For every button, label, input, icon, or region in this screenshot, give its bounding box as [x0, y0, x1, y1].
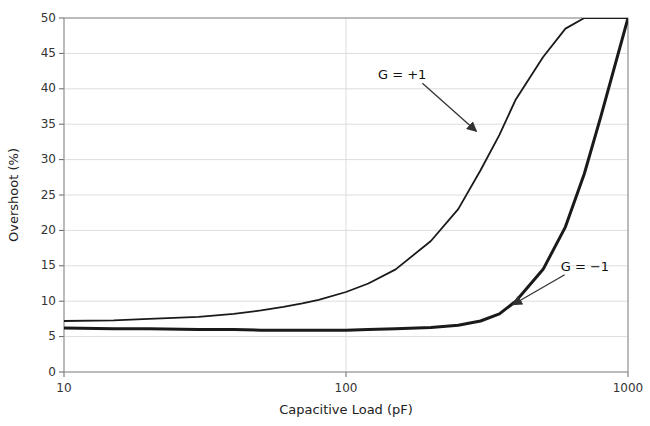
tick — [59, 336, 64, 337]
tick-label: 25 — [41, 188, 56, 202]
tick-label: 45 — [41, 46, 56, 60]
tick-label: 5 — [48, 329, 56, 343]
tick-label: 20 — [41, 223, 56, 237]
tick-label: 35 — [41, 117, 56, 131]
tick — [59, 195, 64, 196]
tick-label: 30 — [41, 152, 56, 166]
axes: 0 5 10 15 20 25 30 35 40 45 50 10 100 1000 — [41, 11, 644, 396]
tick — [59, 230, 64, 231]
annotation: G = −1 — [513, 259, 609, 305]
series-group — [64, 18, 628, 330]
tick-label: 10 — [56, 381, 71, 395]
tick-label: 100 — [335, 381, 358, 395]
tick — [59, 18, 64, 19]
tick-label: 50 — [41, 11, 56, 25]
tick-label: 1000 — [613, 381, 644, 395]
tick — [59, 159, 64, 160]
annotation-text: G = −1 — [561, 259, 609, 274]
tick-label: 0 — [48, 365, 56, 379]
grid — [64, 18, 628, 372]
tick — [346, 372, 347, 377]
tick — [64, 372, 65, 377]
tick-label: 15 — [41, 258, 56, 272]
annotation-arrow — [513, 275, 565, 305]
tick — [628, 372, 629, 377]
line — [64, 18, 628, 330]
chart: 0 5 10 15 20 25 30 35 40 45 50 10 100 1000 Capacitive … — [0, 0, 650, 426]
plot-background — [64, 18, 628, 372]
tick — [59, 372, 64, 373]
tick — [59, 88, 64, 89]
tick — [59, 265, 64, 266]
line — [64, 18, 628, 321]
annotation: G = +1 — [378, 67, 476, 131]
y-axis-label: Overshoot (%) — [6, 148, 21, 242]
x-axis-label: Capacitive Load (pF) — [279, 402, 413, 417]
annotation-arrow — [422, 83, 476, 131]
grid-line — [346, 18, 347, 372]
tick — [59, 124, 64, 125]
annotation-text: G = +1 — [378, 67, 426, 82]
tick-label: 10 — [41, 294, 56, 308]
tick — [59, 53, 64, 54]
tick — [59, 301, 64, 302]
tick-label: 40 — [41, 81, 56, 95]
plot-frame — [64, 18, 628, 372]
